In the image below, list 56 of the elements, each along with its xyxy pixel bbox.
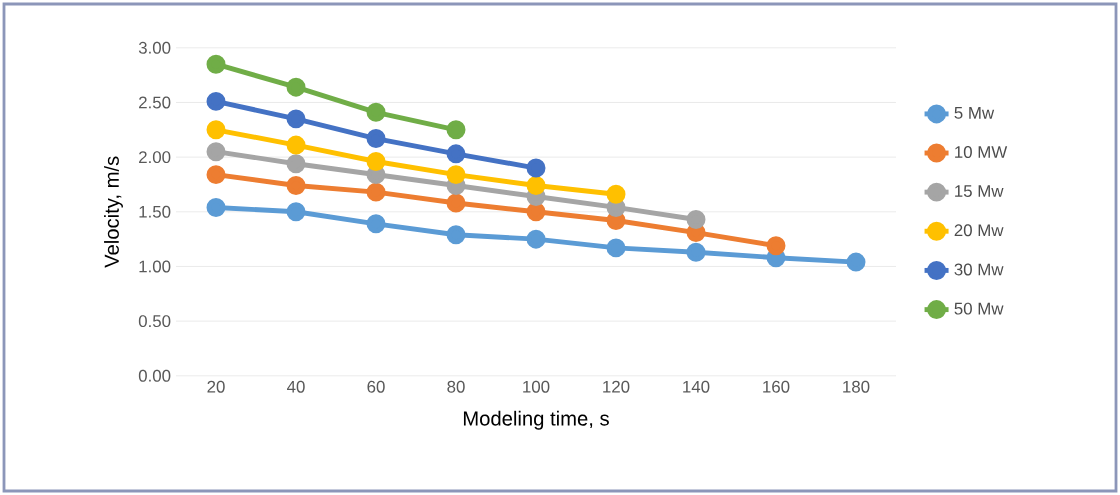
- x-tick-label: 20: [207, 380, 225, 393]
- point: [286, 77, 306, 97]
- legend-label: 5 Mw: [954, 107, 995, 119]
- point: [286, 135, 306, 155]
- x-tick-label: 140: [683, 380, 710, 393]
- point: [526, 176, 546, 196]
- x-tick-label: 120: [603, 380, 630, 393]
- x-tick-label: 180: [843, 380, 870, 393]
- x-tick-label: 40: [287, 380, 305, 393]
- x-tick-label: 160: [763, 380, 790, 393]
- y-tick-label: 3.00: [138, 41, 171, 54]
- point: [286, 109, 306, 129]
- legend-label: 50 Mw: [954, 302, 1004, 315]
- point: [366, 182, 386, 202]
- point: [206, 120, 226, 140]
- x-axis-title: Modeling time, s: [463, 410, 609, 430]
- point: [606, 184, 626, 204]
- x-tick-label: 60: [367, 380, 385, 393]
- point: [366, 152, 386, 171]
- x-tick-label: 100: [523, 380, 550, 393]
- point: [686, 209, 706, 229]
- y-tick-label: 2.50: [139, 96, 171, 109]
- point: [526, 202, 546, 222]
- y-axis-title: Velocity, m/s: [104, 156, 123, 268]
- y-tick-label: 1.50: [139, 205, 171, 218]
- point: [366, 102, 386, 122]
- y-tick-label: 1.00: [139, 260, 171, 273]
- legend-label: 10 MW: [955, 146, 1008, 158]
- x-tick-label: 80: [447, 380, 465, 393]
- point: [766, 236, 786, 256]
- point: [686, 242, 706, 262]
- legend-label: 30 Mw: [954, 263, 1004, 276]
- point: [206, 54, 226, 74]
- point: [366, 214, 386, 234]
- y-tick-label: 2.00: [139, 151, 171, 164]
- point: [286, 202, 306, 222]
- point: [526, 158, 546, 178]
- legend-label: 20 Mw: [954, 224, 1004, 237]
- point: [366, 129, 386, 149]
- point: [446, 193, 466, 213]
- point: [446, 144, 466, 164]
- legend-label: 15 Mw: [955, 185, 1004, 198]
- point: [286, 154, 306, 174]
- point: [606, 238, 626, 258]
- point: [446, 120, 466, 140]
- point: [206, 91, 226, 111]
- point: [286, 176, 306, 196]
- y-tick-label: 0.00: [138, 369, 171, 382]
- y-tick-label: 0.50: [138, 315, 171, 328]
- point: [206, 197, 226, 217]
- point: [206, 165, 226, 185]
- point: [446, 165, 466, 185]
- point: [206, 142, 226, 162]
- point: [446, 225, 466, 245]
- point: [846, 252, 866, 272]
- point: [526, 229, 546, 249]
